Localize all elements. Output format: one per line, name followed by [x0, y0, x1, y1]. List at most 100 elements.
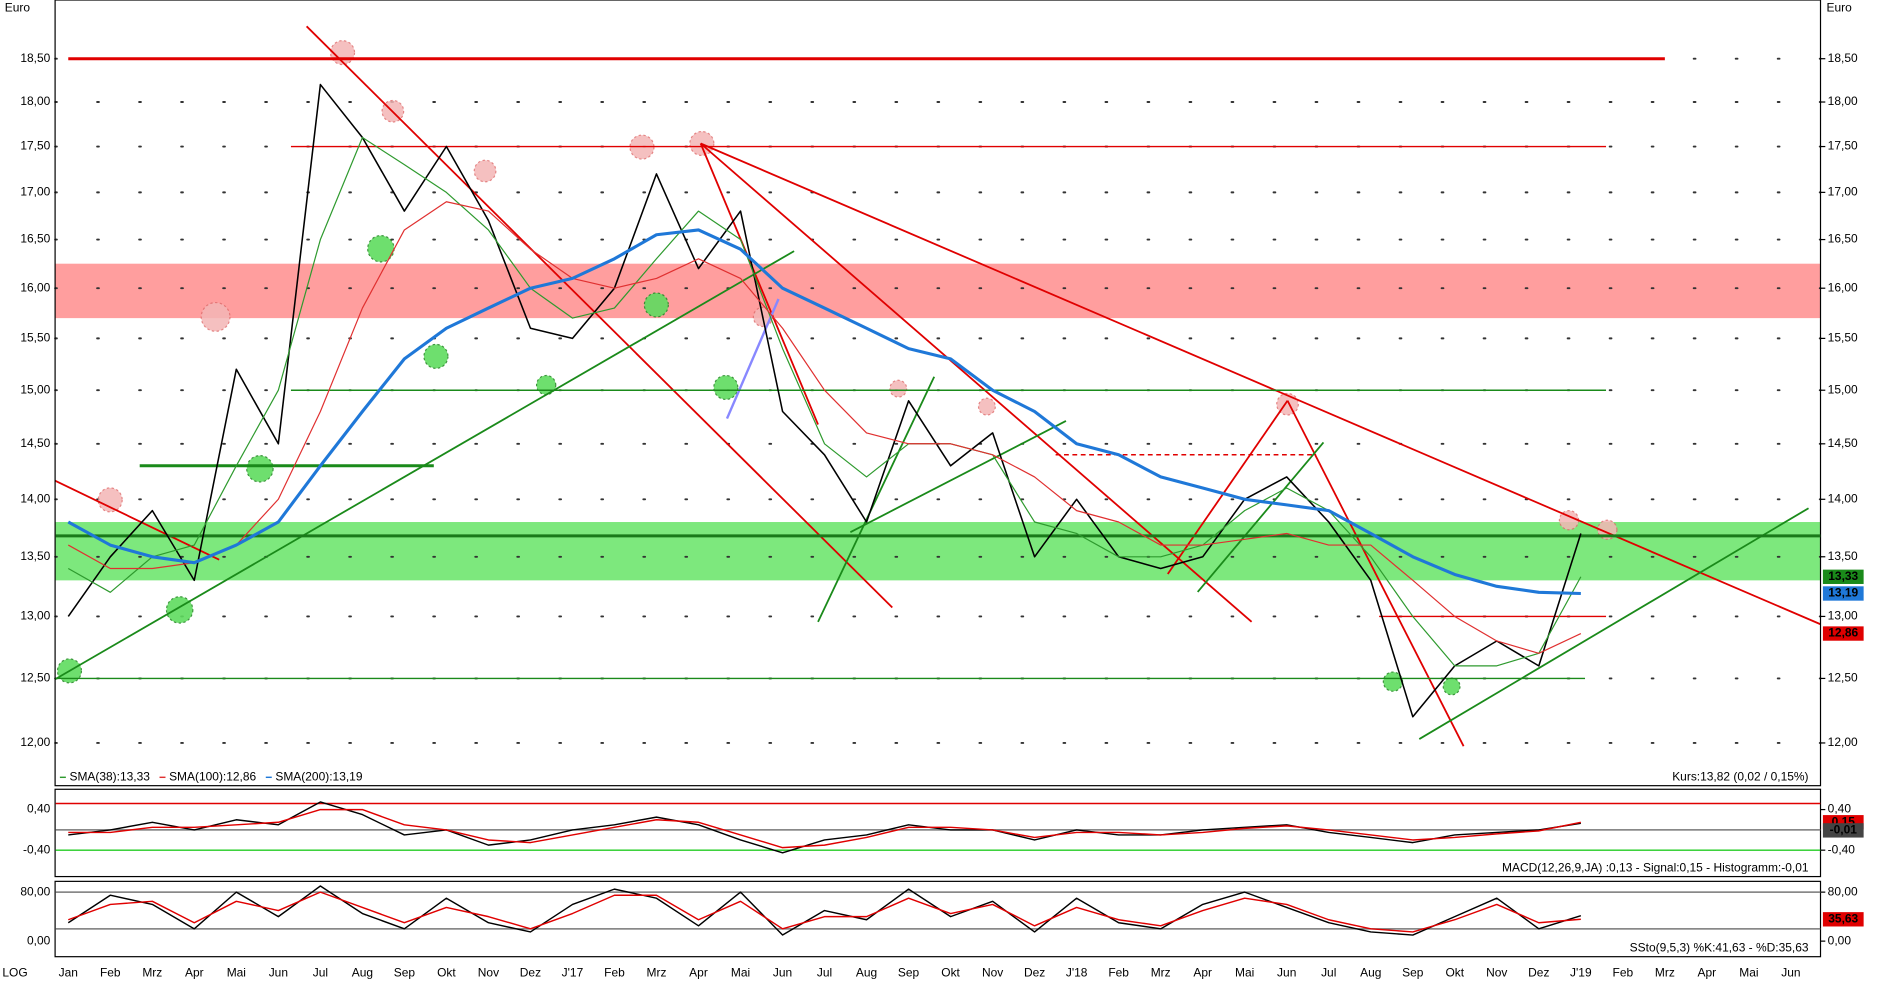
y-tick-label: 17,50	[20, 139, 50, 153]
trend-line	[1197, 441, 1325, 593]
marker-low	[367, 234, 395, 263]
y2-tick-label: 14,00	[1828, 491, 1858, 505]
trend-line	[305, 25, 893, 609]
y-tick-label: 18,00	[20, 94, 50, 108]
y-axis-label: Euro	[5, 1, 31, 15]
x-tick-label: Nov	[1486, 966, 1507, 980]
x-tick-label: J'18	[1066, 966, 1088, 980]
x-tick-label: Feb	[604, 966, 625, 980]
x-tick-label: Mai	[227, 966, 246, 980]
macd-panel	[54, 788, 1822, 878]
marker-low	[246, 455, 274, 483]
x-tick-label: Jul	[1321, 966, 1336, 980]
marker-high	[97, 487, 123, 513]
y2-tick-label: 0,00	[1828, 933, 1852, 947]
x-tick-label: Jun	[269, 966, 288, 980]
x-tick-label: Jul	[313, 966, 328, 980]
x-tick-label: Nov	[982, 966, 1003, 980]
y2-tick-label: -0,40	[1828, 842, 1856, 856]
x-tick-label: Mrz	[1655, 966, 1675, 980]
y-tick-label: 15,00	[20, 382, 50, 396]
x-tick-label: Okt	[437, 966, 456, 980]
y-tick-label: 12,00	[20, 735, 50, 749]
x-tick-label: Jul	[817, 966, 832, 980]
end-label-box	[1822, 626, 1864, 641]
y-tick-label: 18,50	[20, 51, 50, 65]
x-tick-label: Aug	[1360, 966, 1381, 980]
zone	[55, 263, 1821, 319]
trend-line	[1418, 507, 1809, 740]
y-tick-label: 12,50	[20, 671, 50, 685]
trend-line	[700, 142, 1253, 623]
x-tick-label: Sep	[394, 966, 416, 980]
x-tick-label: Nov	[478, 966, 499, 980]
y-tick-label: 15,50	[20, 331, 50, 345]
x-tick-label: J'17	[562, 966, 584, 980]
marker-high	[977, 397, 996, 416]
y-tick-label: 13,50	[20, 549, 50, 563]
x-tick-label: Dez	[520, 966, 541, 980]
trend-line	[54, 479, 220, 561]
info-label: SSto(9,5,3) %K:41,63 - %D:35,63	[1630, 940, 1809, 954]
x-tick-label: Apr	[1698, 966, 1717, 980]
y2-tick-label: 13,50	[1828, 549, 1858, 563]
end-label-box	[1822, 586, 1864, 601]
end-label: 13,33	[1828, 569, 1858, 583]
trend-line	[700, 142, 1821, 626]
x-tick-label: Okt	[1445, 966, 1464, 980]
trend-line	[1286, 400, 1465, 747]
info-label: Kurs:13,82 (0,02 / 0,15%)	[1672, 769, 1808, 783]
y2-tick-label: 16,00	[1828, 280, 1858, 294]
marker-high	[200, 301, 231, 332]
series-line	[67, 136, 1582, 667]
marker-high	[889, 379, 908, 398]
series-line	[67, 201, 1582, 654]
annotations	[54, 25, 1821, 747]
x-tick-label: Feb	[1108, 966, 1129, 980]
channel-line	[725, 298, 780, 420]
y2-axis-label: Euro	[1826, 1, 1852, 15]
x-tick-label: Mai	[731, 966, 750, 980]
legend-label: SMA(200):13,19	[275, 769, 362, 783]
x-tick-label: Jun	[1277, 966, 1296, 980]
y2-tick-label: 17,00	[1828, 185, 1858, 199]
y2-tick-label: 17,50	[1828, 139, 1858, 153]
x-tick-label: Mrz	[142, 966, 162, 980]
series-line	[67, 228, 1581, 596]
y-tick-label: 0,40	[27, 802, 51, 816]
x-tick-label: Dez	[1024, 966, 1045, 980]
legend-label: SMA(100):12,86	[169, 769, 256, 783]
y2-tick-label: 16,50	[1828, 232, 1858, 246]
y-tick-label: 80,00	[20, 884, 50, 898]
x-tick-label: Feb	[1613, 966, 1634, 980]
info-label: MACD(12,26,9,JA) :0,13 - Signal:0,15 - H…	[1502, 860, 1809, 874]
y2-tick-label: 15,50	[1828, 331, 1858, 345]
x-tick-label: Mrz	[647, 966, 667, 980]
y-tick-label: -0,40	[23, 842, 51, 856]
marker-low	[423, 343, 449, 369]
y2-tick-label: 80,00	[1828, 884, 1858, 898]
x-tick-label: Aug	[856, 966, 877, 980]
trend-line	[699, 143, 819, 425]
y2-tick-label: 12,50	[1828, 671, 1858, 685]
end-label: 35,63	[1828, 911, 1858, 925]
end-label: 12,86	[1828, 626, 1858, 640]
marker-low	[643, 292, 669, 318]
y2-tick-label: 18,50	[1828, 51, 1858, 65]
y2-tick-label: 14,50	[1828, 436, 1858, 450]
x-tick-label: Jun	[773, 966, 792, 980]
trend-line	[817, 376, 936, 623]
x-tick-label: Jun	[1781, 966, 1800, 980]
series-line	[67, 83, 1582, 718]
end-label: -0,01	[1830, 823, 1858, 837]
y2-tick-label: 18,00	[1828, 94, 1858, 108]
stoch-panel	[54, 880, 1822, 958]
legend-label: SMA(38):13,33	[69, 769, 150, 783]
x-tick-label: Mai	[1235, 966, 1254, 980]
y2-tick-label: 13,00	[1828, 609, 1858, 623]
series-line	[68, 801, 1581, 854]
y2-tick-label: 0,40	[1828, 802, 1852, 816]
zone	[55, 522, 1821, 581]
x-tick-label: Aug	[352, 966, 373, 980]
